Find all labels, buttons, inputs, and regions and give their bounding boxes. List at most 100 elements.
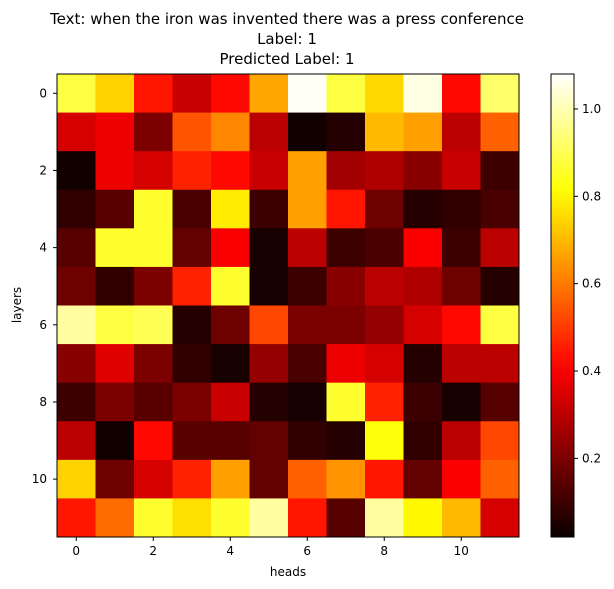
heatmap-cell xyxy=(249,498,289,538)
y-tick-label: 4 xyxy=(39,241,47,255)
heatmap-cell xyxy=(134,459,173,499)
heatmap-cell xyxy=(95,305,135,345)
heatmap-cell xyxy=(211,189,250,229)
x-tick-label: 8 xyxy=(380,544,388,558)
colorbar-tick-label: 0.2 xyxy=(582,451,601,465)
heatmap-cell xyxy=(480,74,520,113)
heatmap-cell xyxy=(57,344,96,384)
heatmap-cell xyxy=(442,382,481,422)
heatmap-cell xyxy=(288,344,327,384)
heatmap-cell xyxy=(249,74,289,113)
heatmap-cell xyxy=(288,228,327,268)
heatmap-cell xyxy=(172,305,212,345)
heatmap-cell xyxy=(403,305,443,345)
heatmap-cell xyxy=(95,74,135,113)
heatmap-cell xyxy=(288,189,327,229)
heatmap-cell xyxy=(480,189,520,229)
heatmap-cell xyxy=(442,266,481,306)
heatmap-cell xyxy=(249,421,289,461)
heatmap-cell xyxy=(480,112,520,152)
heatmap-cell xyxy=(57,112,96,152)
x-axis-label: heads xyxy=(270,565,306,579)
heatmap-cell xyxy=(403,344,443,384)
heatmap-cell xyxy=(288,382,327,422)
heatmap-cell xyxy=(172,498,212,538)
heatmap-cell xyxy=(211,228,250,268)
colorbar-tick-label: 0.8 xyxy=(582,189,601,203)
heatmap-cell xyxy=(365,421,404,461)
heatmap-cell xyxy=(57,498,96,538)
heatmap-cell xyxy=(95,112,135,152)
plot-frame xyxy=(56,73,520,538)
heatmap-cell xyxy=(442,112,481,152)
heatmap-cell xyxy=(249,228,289,268)
heatmap-cell xyxy=(249,459,289,499)
heatmap-cell xyxy=(172,421,212,461)
heatmap-cell xyxy=(249,112,289,152)
heatmap-cell xyxy=(211,151,250,191)
heatmap-cell xyxy=(95,344,135,384)
heatmap-cell xyxy=(288,74,327,113)
heatmap-cell xyxy=(57,189,96,229)
heatmap-cell xyxy=(326,151,366,191)
heatmap-cell xyxy=(288,266,327,306)
heatmap-cell xyxy=(95,382,135,422)
y-axis-ticks: 0 2 4 6 8 10 xyxy=(32,86,57,486)
heatmap-cell xyxy=(211,421,250,461)
heatmap-cell xyxy=(365,112,404,152)
heatmap-cell xyxy=(403,74,443,113)
heatmap-cell xyxy=(326,228,366,268)
heatmap-cell xyxy=(480,305,520,345)
heatmap-cell xyxy=(249,266,289,306)
heatmap-cell xyxy=(326,382,366,422)
heatmap-cell xyxy=(172,151,212,191)
heatmap-cell xyxy=(480,421,520,461)
heatmap-cell xyxy=(326,344,366,384)
colorbar-tick-label: 0.4 xyxy=(582,364,601,378)
heatmap-cell xyxy=(57,382,96,422)
heatmap-cell xyxy=(365,74,404,113)
heatmap-cell xyxy=(326,305,366,345)
heatmap-cell xyxy=(288,151,327,191)
heatmap-cell xyxy=(365,189,404,229)
x-axis-ticks: 0 2 4 6 8 10 xyxy=(72,537,469,558)
x-tick-label: 6 xyxy=(303,544,311,558)
heatmap-cells xyxy=(57,74,520,538)
heatmap-cell xyxy=(57,74,96,113)
heatmap-cell xyxy=(365,266,404,306)
heatmap-cell xyxy=(403,459,443,499)
heatmap-cell xyxy=(365,228,404,268)
heatmap-cell xyxy=(134,421,173,461)
heatmap-cell xyxy=(95,421,135,461)
heatmap-cell xyxy=(326,266,366,306)
heatmap-cell xyxy=(403,266,443,306)
heatmap-cell xyxy=(403,498,443,538)
heatmap-cell xyxy=(480,228,520,268)
heatmap-cell xyxy=(442,459,481,499)
heatmap-cell xyxy=(134,266,173,306)
heatmap-cell xyxy=(288,421,327,461)
heatmap-cell xyxy=(326,112,366,152)
heatmap-cell xyxy=(442,228,481,268)
heatmap-cell xyxy=(211,382,250,422)
heatmap-cell xyxy=(57,266,96,306)
y-axis-label: layers xyxy=(10,287,24,323)
heatmap-cell xyxy=(442,74,481,113)
heatmap-cell xyxy=(442,344,481,384)
heatmap-cell xyxy=(480,498,520,538)
heatmap-cell xyxy=(480,151,520,191)
heatmap-cell xyxy=(211,112,250,152)
heatmap-cell xyxy=(249,189,289,229)
heatmap-cell xyxy=(326,189,366,229)
y-tick-label: 8 xyxy=(39,395,47,409)
heatmap-cell xyxy=(172,382,212,422)
heatmap-cell xyxy=(403,151,443,191)
heatmap-cell xyxy=(134,382,173,422)
heatmap-cell xyxy=(95,266,135,306)
heatmap-cell xyxy=(288,305,327,345)
heatmap-cell xyxy=(365,459,404,499)
heatmap-cell xyxy=(95,228,135,268)
chart-title-line-2: Label: 1 xyxy=(257,30,317,48)
heatmap-cell xyxy=(211,266,250,306)
